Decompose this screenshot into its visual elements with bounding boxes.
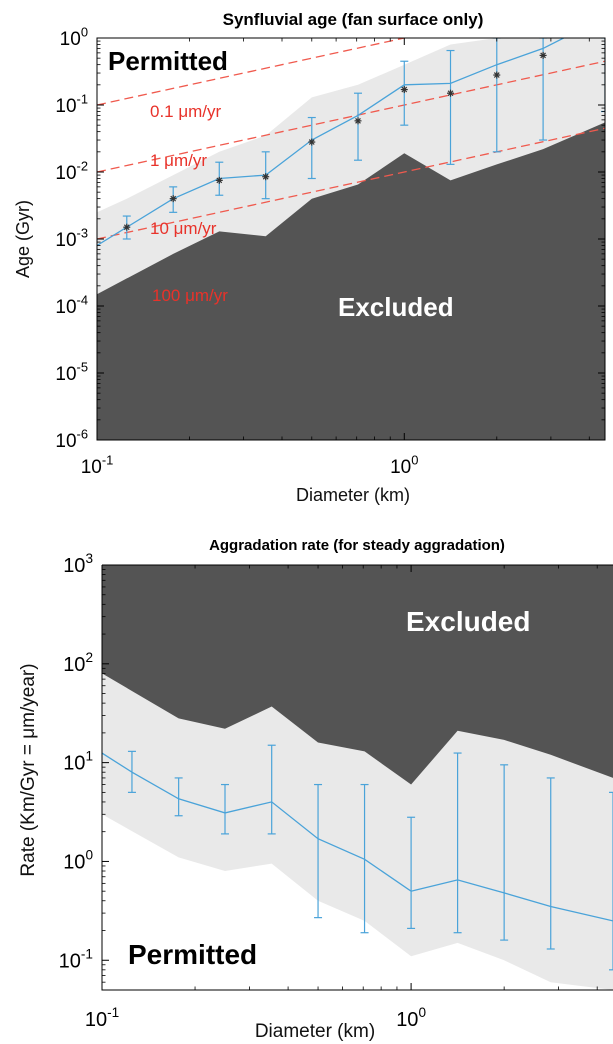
excluded-region xyxy=(102,565,613,785)
mean-marker xyxy=(215,176,223,184)
chart-title: Synfluvial age (fan surface only) xyxy=(223,10,484,29)
tick-label: 10-1 xyxy=(55,91,88,117)
y-axis-label: Rate (Km/Gyr = μm/year) xyxy=(18,663,39,876)
tick-label: 10-6 xyxy=(55,426,88,452)
tick-label: 100 xyxy=(60,24,88,50)
mean-marker xyxy=(539,51,547,59)
permitted-label: Permitted xyxy=(128,939,257,970)
rate-guide-line xyxy=(97,127,605,240)
mean-marker xyxy=(447,89,455,97)
tick-label: 10-3 xyxy=(55,225,88,251)
axes-frame xyxy=(101,564,613,991)
tick-label: 10-1 xyxy=(59,946,93,972)
rate-guide-label: 1 μm/yr xyxy=(150,151,207,170)
tick-label: 10-2 xyxy=(55,158,88,184)
rate-guide-line xyxy=(97,38,408,106)
rate-series-line xyxy=(102,752,613,922)
permitted-label: Permitted xyxy=(108,46,228,76)
rate-guide-label: 100 μm/yr xyxy=(152,286,228,305)
tick-label: 10-5 xyxy=(55,359,88,385)
tick-label: 100 xyxy=(63,847,93,873)
rate-chart: 103 102 101 100 10-1 10-1 100 Aggradation rate… xyxy=(18,537,613,1042)
axes-frame xyxy=(96,37,606,441)
x-axis-label: Diameter (km) xyxy=(296,485,410,505)
rate-guide-line xyxy=(97,60,605,173)
rate-guide-label: 0.1 μm/yr xyxy=(150,102,222,121)
excluded-region xyxy=(97,122,605,440)
y-axis-label: Age (Gyr) xyxy=(13,200,33,278)
mean-marker xyxy=(400,86,408,94)
mean-marker xyxy=(123,223,131,231)
mean-marker xyxy=(169,195,177,203)
tick-label: 100 xyxy=(390,452,418,478)
mean-marker xyxy=(354,117,362,125)
excluded-label: Excluded xyxy=(338,292,454,322)
tick-label: 100 xyxy=(396,1005,426,1031)
excluded-label: Excluded xyxy=(406,606,530,637)
x-axis-label: Diameter (km) xyxy=(255,1021,375,1042)
tick-label: 101 xyxy=(63,749,93,775)
chart-title: Aggradation rate (for steady aggradation… xyxy=(209,537,505,554)
rate-guide-label: 10 μm/yr xyxy=(150,219,217,238)
tick-label: 102 xyxy=(63,650,93,676)
mean-marker xyxy=(262,173,270,181)
mean-marker xyxy=(308,138,316,146)
mean-marker xyxy=(493,71,501,79)
tick-label: 10-4 xyxy=(55,292,88,318)
age-series-line xyxy=(97,38,564,247)
tick-label: 103 xyxy=(63,551,93,577)
tick-label: 10-1 xyxy=(81,452,114,478)
tick-label: 10-1 xyxy=(85,1005,119,1031)
